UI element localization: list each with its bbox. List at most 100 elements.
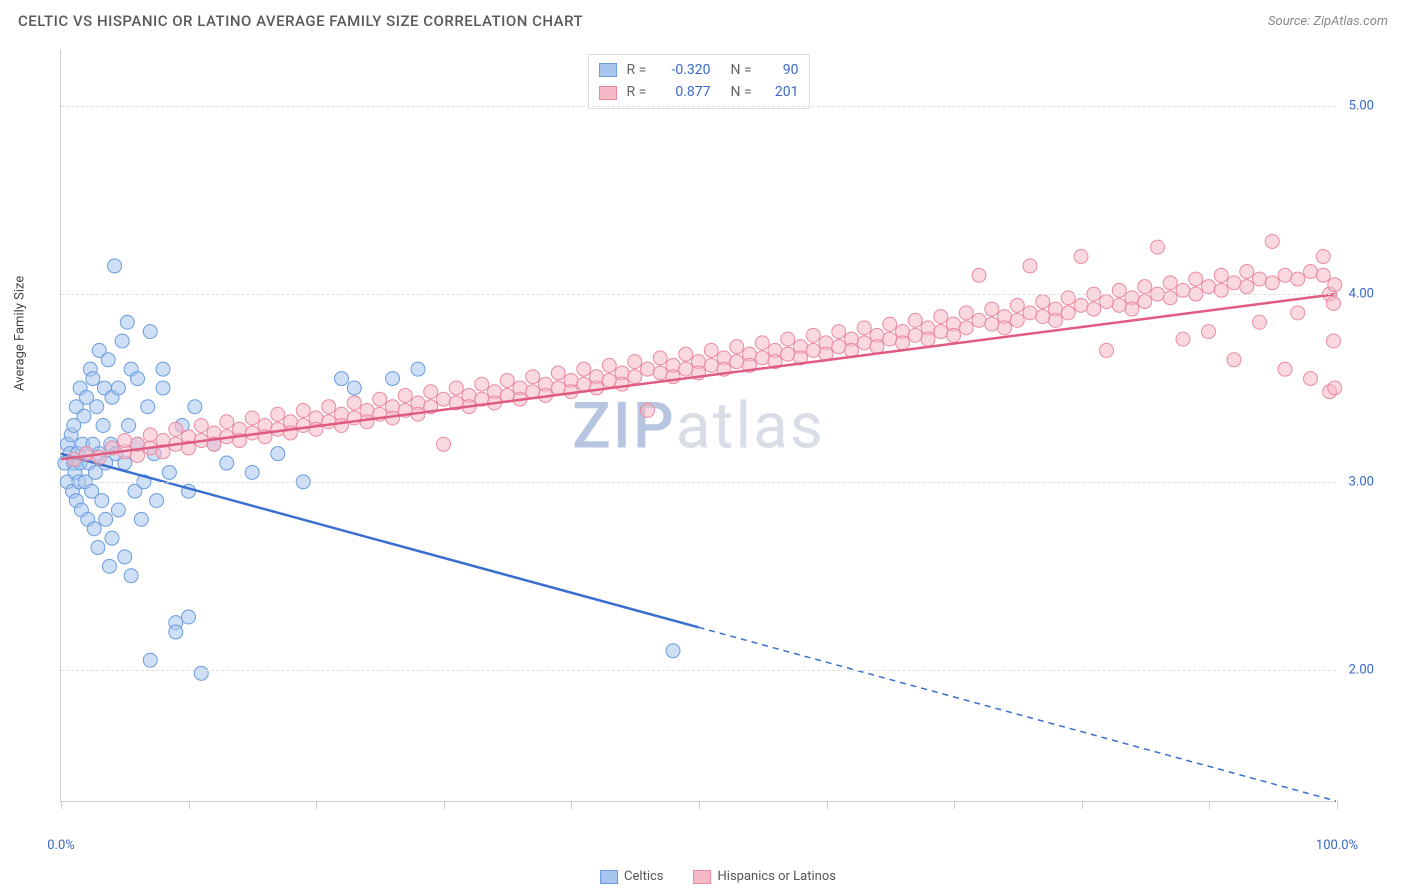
scatter-point	[194, 419, 208, 433]
scatter-point	[730, 340, 744, 354]
scatter-point	[883, 332, 897, 346]
scatter-point	[1328, 381, 1342, 395]
scatter-point	[1100, 295, 1114, 309]
stats-row: R =-0.320N =90	[599, 59, 799, 81]
scatter-point	[781, 332, 795, 346]
scatter-point	[908, 313, 922, 327]
scatter-point	[475, 377, 489, 391]
scatter-point	[1227, 353, 1241, 367]
scatter-point	[143, 653, 157, 667]
scatter-point	[449, 381, 463, 395]
scatter-point	[386, 372, 400, 386]
gridline	[61, 670, 1336, 671]
stat-n-label: N =	[731, 81, 755, 103]
bottom-legend: CelticsHispanics or Latinos	[600, 869, 836, 884]
scatter-point	[602, 358, 616, 372]
scatter-point	[373, 392, 387, 406]
scatter-point	[118, 434, 132, 448]
scatter-point	[921, 332, 935, 346]
chart-source: Source: ZipAtlas.com	[1268, 14, 1388, 29]
scatter-point	[360, 415, 374, 429]
scatter-point	[1291, 306, 1305, 320]
scatter-point	[947, 328, 961, 342]
stat-r-label: R =	[627, 59, 651, 81]
plot-svg	[61, 50, 1336, 801]
scatter-point	[704, 358, 718, 372]
trend-line	[61, 454, 699, 628]
scatter-point	[755, 336, 769, 350]
scatter-point	[602, 373, 616, 387]
scatter-point	[296, 403, 310, 417]
scatter-point	[1240, 280, 1254, 294]
scatter-point	[934, 310, 948, 324]
scatter-point	[1278, 268, 1292, 282]
scatter-point	[156, 362, 170, 376]
chart-title: CELTIC VS HISPANIC OR LATINO AVERAGE FAM…	[18, 12, 583, 30]
scatter-point	[437, 392, 451, 406]
scatter-point	[322, 415, 336, 429]
scatter-point	[1138, 280, 1152, 294]
xtick	[1337, 801, 1338, 809]
scatter-point	[296, 419, 310, 433]
scatter-point	[87, 522, 101, 536]
scatter-point	[1074, 250, 1088, 264]
stat-n-label: N =	[731, 59, 755, 81]
legend-item: Hispanics or Latinos	[694, 869, 836, 884]
scatter-point	[1291, 272, 1305, 286]
scatter-point	[99, 512, 113, 526]
xtick-label-max: 100.0%	[1316, 838, 1358, 853]
xtick	[444, 801, 445, 809]
scatter-point	[857, 321, 871, 335]
scatter-point	[134, 512, 148, 526]
scatter-point	[245, 411, 259, 425]
scatter-point	[95, 494, 109, 508]
scatter-point	[730, 355, 744, 369]
scatter-point	[245, 465, 259, 479]
scatter-point	[641, 403, 655, 417]
scatter-point	[86, 372, 100, 386]
scatter-point	[934, 325, 948, 339]
xtick	[61, 801, 62, 809]
scatter-point	[437, 437, 451, 451]
scatter-point	[1253, 272, 1267, 286]
scatter-point	[80, 447, 94, 461]
scatter-point	[641, 362, 655, 376]
gridline	[61, 294, 1336, 295]
scatter-point	[870, 340, 884, 354]
xtick	[699, 801, 700, 809]
scatter-point	[628, 355, 642, 369]
scatter-point	[335, 419, 349, 433]
xtick	[827, 801, 828, 809]
scatter-point	[1100, 343, 1114, 357]
scatter-point	[832, 325, 846, 339]
scatter-point	[704, 343, 718, 357]
scatter-point	[972, 268, 986, 282]
scatter-point	[998, 321, 1012, 335]
scatter-point	[347, 396, 361, 410]
scatter-point	[90, 400, 104, 414]
xtick	[189, 801, 190, 809]
scatter-point	[105, 531, 119, 545]
scatter-point	[91, 541, 105, 555]
scatter-point	[577, 362, 591, 376]
scatter-point	[857, 336, 871, 350]
scatter-point	[1163, 291, 1177, 305]
scatter-point	[101, 353, 115, 367]
ytick-label: 5.00	[1349, 99, 1374, 114]
stat-r-value: 0.877	[661, 81, 711, 103]
scatter-point	[111, 381, 125, 395]
scatter-point	[141, 400, 155, 414]
scatter-point	[162, 465, 176, 479]
scatter-point	[959, 306, 973, 320]
scatter-point	[102, 559, 116, 573]
xtick	[316, 801, 317, 809]
scatter-point	[1138, 295, 1152, 309]
scatter-point	[1074, 298, 1088, 312]
scatter-point	[577, 377, 591, 391]
scatter-point	[1328, 278, 1342, 292]
scatter-point	[347, 381, 361, 395]
scatter-point	[615, 377, 629, 391]
scatter-point	[551, 381, 565, 395]
scatter-point	[108, 259, 122, 273]
scatter-point	[124, 569, 138, 583]
